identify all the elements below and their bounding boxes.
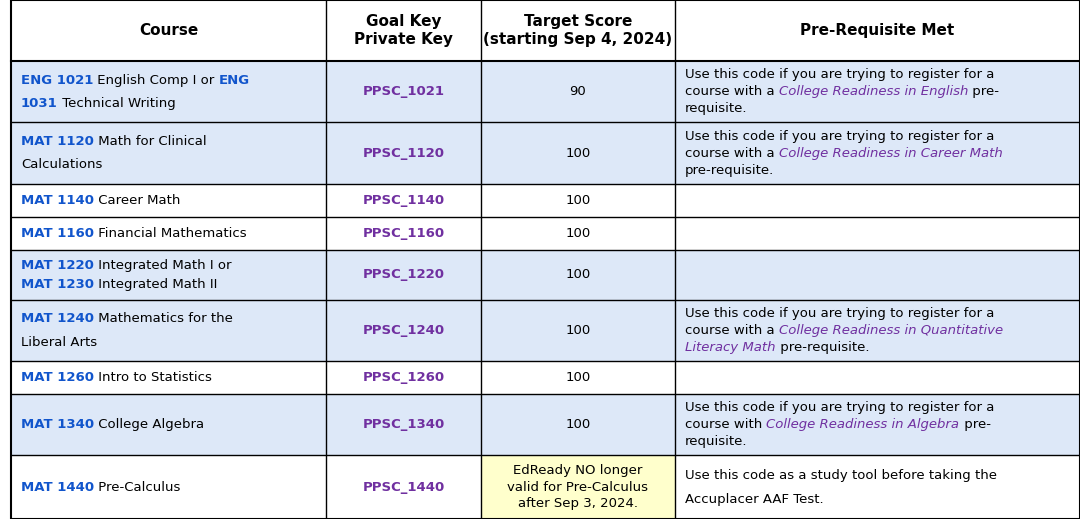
Text: College Readiness in Algebra: College Readiness in Algebra [767,418,959,431]
Text: pre-: pre- [959,418,990,431]
Text: 100: 100 [565,227,591,240]
Bar [11,0,1080,61]
Text: PPSC_1160: PPSC_1160 [362,227,445,240]
Text: 1031: 1031 [21,97,57,110]
Bar [11,122,1080,184]
Text: Use this code if you are trying to register for a: Use this code if you are trying to regis… [685,69,995,81]
Bar [11,361,1080,394]
Bar [11,217,1080,250]
Text: PPSC_1260: PPSC_1260 [362,371,445,384]
Text: PPSC_1120: PPSC_1120 [363,146,444,160]
Text: requisite.: requisite. [685,435,747,448]
Text: Use this code if you are trying to register for a: Use this code if you are trying to regis… [685,307,995,320]
Text: Accuplacer AAF Test.: Accuplacer AAF Test. [685,493,824,506]
Text: 100: 100 [565,194,591,207]
Bar [11,300,1080,361]
Text: PPSC_1140: PPSC_1140 [362,194,445,207]
Text: College Readiness in Quantitative: College Readiness in Quantitative [779,324,1003,337]
Text: Use this code as a study tool before taking the: Use this code as a study tool before tak… [685,469,997,482]
Text: Math for Clinical: Math for Clinical [94,135,206,148]
Text: 100: 100 [565,324,591,337]
Text: Target Score
(starting Sep 4, 2024): Target Score (starting Sep 4, 2024) [483,14,673,47]
Text: English Comp I or: English Comp I or [93,74,218,87]
Bar [11,456,1080,519]
Bar [11,61,1080,122]
Text: requisite.: requisite. [685,102,747,115]
Text: 100: 100 [565,146,591,160]
Text: Technical Writing: Technical Writing [57,97,175,110]
Text: EdReady NO longer
valid for Pre-Calculus
after Sep 3, 2024.: EdReady NO longer valid for Pre-Calculus… [508,464,648,510]
Text: Literacy Math: Literacy Math [685,341,775,354]
Text: pre-requisite.: pre-requisite. [775,341,869,354]
Bar [481,456,675,519]
Text: 100: 100 [565,371,591,384]
Text: Calculations: Calculations [21,158,103,171]
Text: 100: 100 [565,418,591,431]
Text: College Readiness in Career Math: College Readiness in Career Math [779,146,1002,160]
Text: PPSC_1220: PPSC_1220 [363,268,444,281]
Bar [11,394,1080,456]
Text: 100: 100 [565,268,591,281]
Text: College Algebra: College Algebra [94,418,204,431]
Text: ENG: ENG [218,74,249,87]
Text: 90: 90 [569,85,586,99]
Text: MAT 1220: MAT 1220 [21,259,94,272]
Text: pre-: pre- [969,85,999,99]
Text: Integrated Math II: Integrated Math II [94,278,217,291]
Text: Use this code if you are trying to register for a: Use this code if you are trying to regis… [685,130,995,143]
Text: PPSC_1240: PPSC_1240 [362,324,445,337]
Bar [11,184,1080,217]
Text: course with a: course with a [685,85,779,99]
Text: Liberal Arts: Liberal Arts [21,336,97,349]
Text: Intro to Statistics: Intro to Statistics [94,371,212,384]
Text: MAT 1260: MAT 1260 [21,371,94,384]
Text: Use this code if you are trying to register for a: Use this code if you are trying to regis… [685,401,995,414]
Text: MAT 1440: MAT 1440 [21,481,94,494]
Text: Mathematics for the: Mathematics for the [94,312,232,325]
Bar [11,250,1080,300]
Text: PPSC_1340: PPSC_1340 [362,418,445,431]
Text: Career Math: Career Math [94,194,180,207]
Text: MAT 1140: MAT 1140 [21,194,94,207]
Text: PPSC_1021: PPSC_1021 [363,85,444,99]
Text: MAT 1240: MAT 1240 [21,312,94,325]
Text: Pre-Requisite Met: Pre-Requisite Met [800,23,955,38]
Text: Integrated Math I or: Integrated Math I or [94,259,231,272]
Text: Financial Mathematics: Financial Mathematics [94,227,246,240]
Text: MAT 1340: MAT 1340 [21,418,94,431]
Text: Goal Key
Private Key: Goal Key Private Key [354,14,453,47]
Text: course with: course with [685,418,767,431]
Text: Pre-Calculus: Pre-Calculus [94,481,180,494]
Text: PPSC_1440: PPSC_1440 [362,481,445,494]
Text: ENG 1021: ENG 1021 [21,74,93,87]
Text: pre-requisite.: pre-requisite. [685,163,774,176]
Text: MAT 1230: MAT 1230 [21,278,94,291]
Text: MAT 1160: MAT 1160 [21,227,94,240]
Text: course with a: course with a [685,324,779,337]
Text: MAT 1120: MAT 1120 [21,135,94,148]
Text: College Readiness in English: College Readiness in English [779,85,969,99]
Text: course with a: course with a [685,146,779,160]
Text: Course: Course [139,23,198,38]
